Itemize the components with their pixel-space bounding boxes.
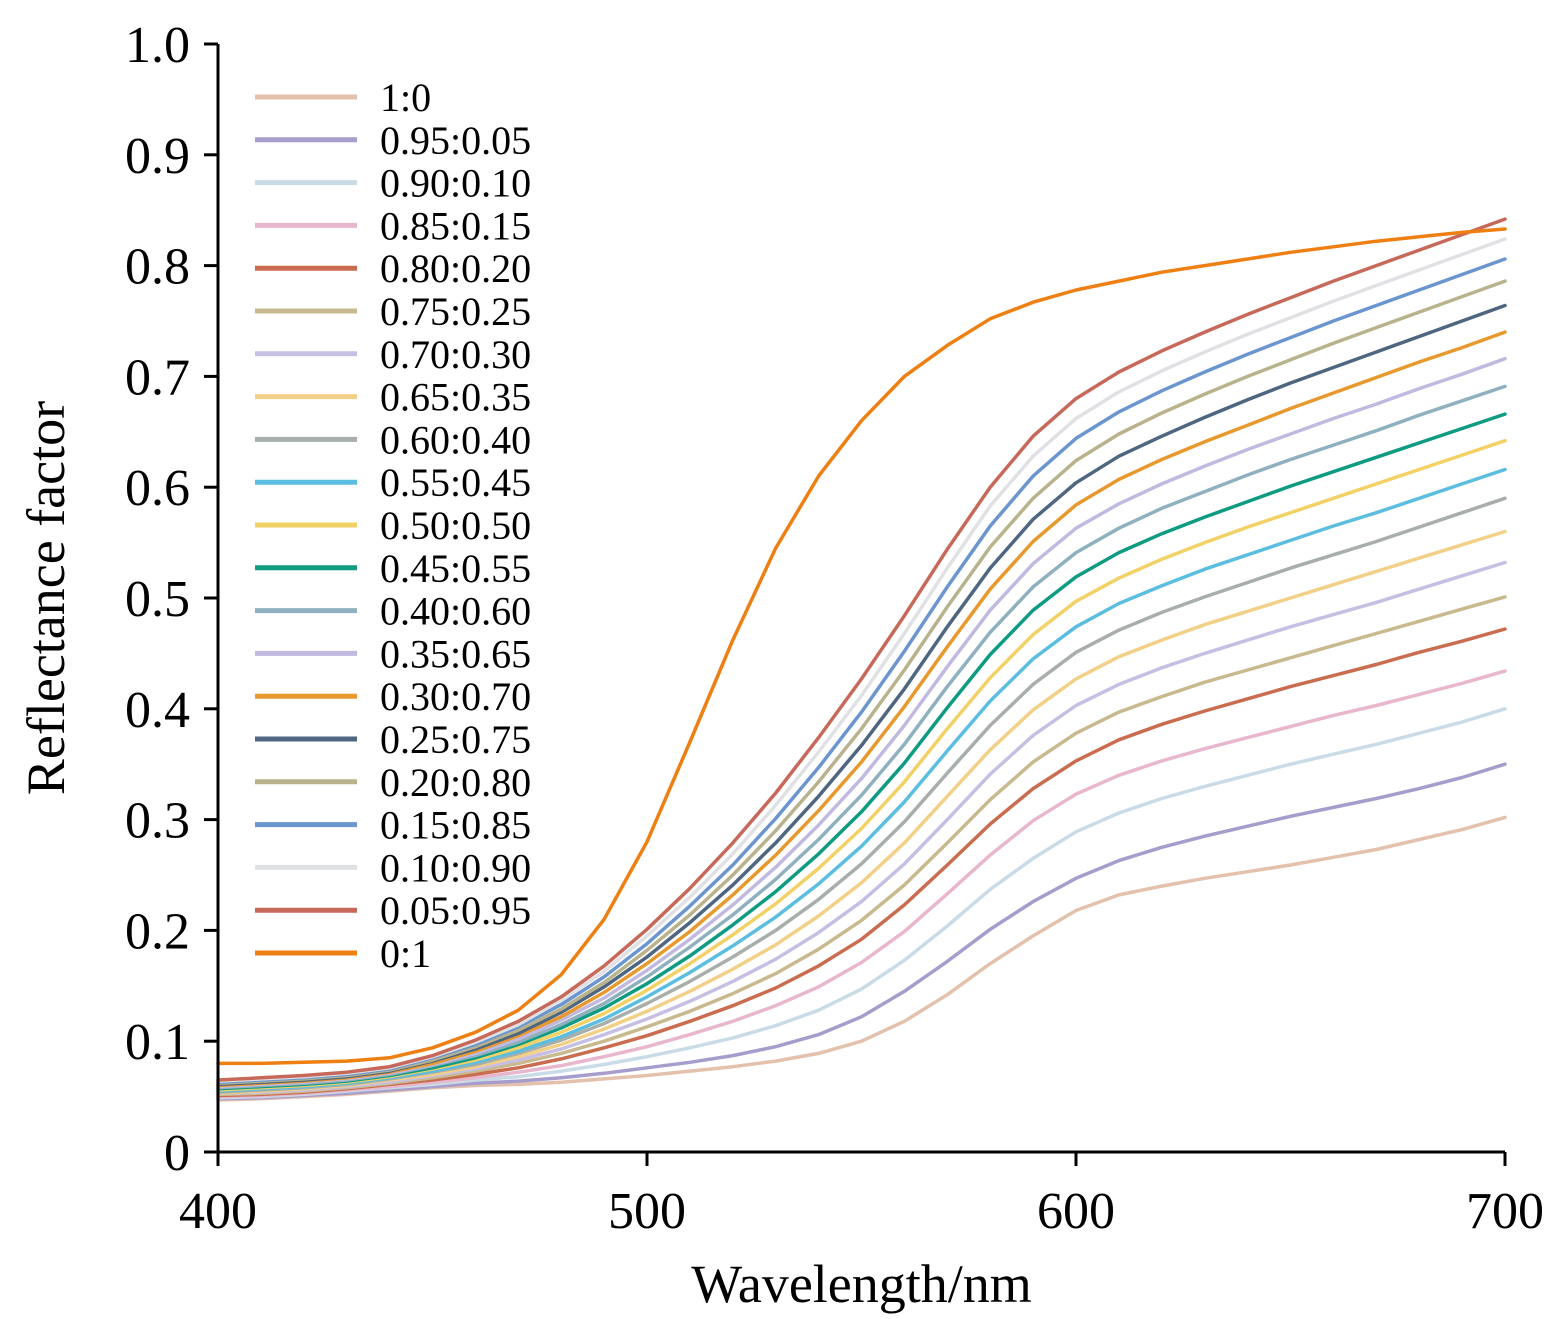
series-line-4 xyxy=(216,627,1507,1098)
y-tick-label: 0 xyxy=(164,1125,190,1182)
series-line-7 xyxy=(216,529,1507,1096)
legend-label: 0.70:0.30 xyxy=(380,332,531,377)
series-line-5 xyxy=(216,595,1507,1097)
y-axis-ticks: 0 0.1 0.2 0.3 0.4 0.5 0.6 0.7 0.8 0.9 1.0 xyxy=(125,17,218,1182)
legend-label: 1:0 xyxy=(380,75,431,120)
y-tick-label: 1.0 xyxy=(125,17,190,74)
y-tick-label: 0.8 xyxy=(125,239,190,296)
legend-label: 0.10:0.90 xyxy=(380,845,531,890)
legend-label: 0.35:0.65 xyxy=(380,631,531,676)
legend-label: 0.85:0.15 xyxy=(380,203,531,248)
series-line-16 xyxy=(216,279,1507,1086)
y-tick-label: 0.6 xyxy=(125,460,190,517)
legend-label: 0.50:0.50 xyxy=(380,503,531,548)
series-line-14 xyxy=(216,330,1507,1088)
y-tick-label: 0.9 xyxy=(125,128,190,185)
y-tick-label: 0.7 xyxy=(125,349,190,406)
x-axis-ticks: 400 500 600 700 xyxy=(179,1152,1544,1240)
x-tick-label: 700 xyxy=(1466,1183,1544,1240)
y-tick-label: 0.1 xyxy=(125,1014,190,1071)
y-tick-label: 0.2 xyxy=(125,903,190,960)
series-line-2 xyxy=(216,707,1507,1100)
legend-label: 0.20:0.80 xyxy=(380,760,531,805)
series-line-20 xyxy=(216,227,1507,1066)
legend-label: 0.25:0.75 xyxy=(380,717,531,762)
series-line-19 xyxy=(216,217,1507,1082)
legend-label: 0.65:0.35 xyxy=(380,375,531,420)
series-layer xyxy=(216,217,1507,1102)
x-axis-title: Wavelength/nm xyxy=(691,1254,1032,1314)
x-tick-label: 600 xyxy=(1037,1183,1115,1240)
legend-label: 0.15:0.85 xyxy=(380,803,531,848)
series-line-9 xyxy=(216,467,1507,1093)
legend-label: 0.90:0.10 xyxy=(380,161,531,206)
legend-label: 0.80:0.20 xyxy=(380,246,531,291)
legend-label: 0.55:0.45 xyxy=(380,460,531,505)
y-axis-title: Reflectance factor xyxy=(16,401,76,795)
x-tick-label: 400 xyxy=(179,1183,257,1240)
legend-label: 0.30:0.70 xyxy=(380,674,531,719)
legend-label: 0.60:0.40 xyxy=(380,417,531,462)
legend-label: 0.75:0.25 xyxy=(380,289,531,334)
legend-label: 0.45:0.55 xyxy=(380,546,531,591)
series-line-1 xyxy=(216,762,1507,1101)
y-tick-label: 0.4 xyxy=(125,682,190,739)
series-line-3 xyxy=(216,669,1507,1099)
legend-label: 0.40:0.60 xyxy=(380,589,531,634)
y-tick-label: 0.5 xyxy=(125,571,190,628)
legend: 1:00.95:0.050.90:0.100.85:0.150.80:0.200… xyxy=(255,75,531,976)
y-tick-label: 0.3 xyxy=(125,793,190,850)
legend-label: 0.05:0.95 xyxy=(380,888,531,933)
series-line-11 xyxy=(216,412,1507,1091)
legend-label: 0:1 xyxy=(380,931,431,976)
x-tick-label: 500 xyxy=(608,1183,686,1240)
legend-label: 0.95:0.05 xyxy=(380,118,531,163)
